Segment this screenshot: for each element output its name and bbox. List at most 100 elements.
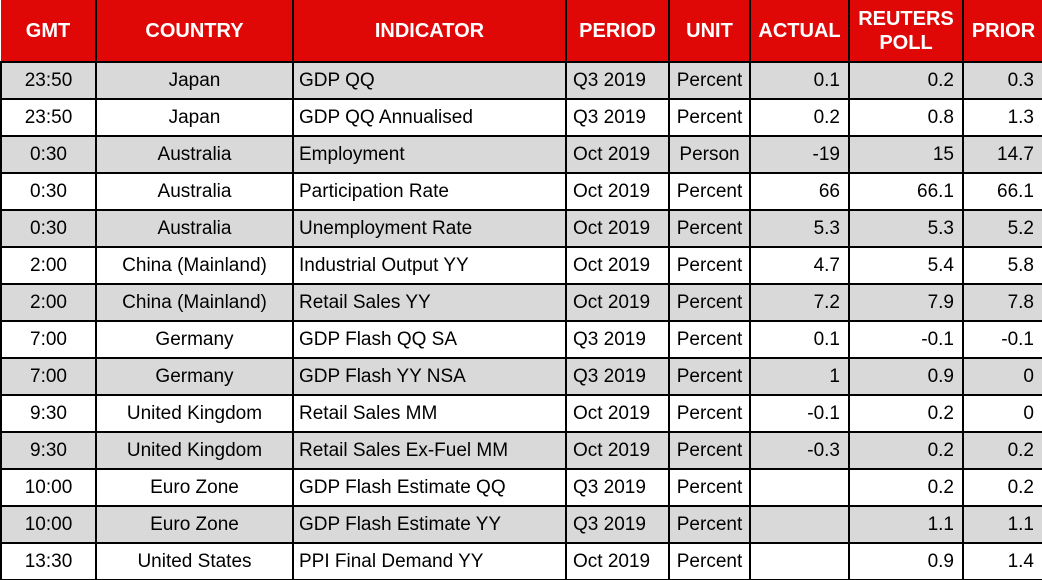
cell-country: Japan <box>95 61 294 100</box>
cell-indicator: PPI Final Demand YY <box>292 542 567 580</box>
cell-gmt: 0:30 <box>0 172 97 211</box>
cell-indicator: GDP Flash QQ SA <box>292 320 567 359</box>
cell-indicator: GDP Flash YY NSA <box>292 357 567 396</box>
cell-country: Euro Zone <box>95 468 294 507</box>
cell-period: Q3 2019 <box>565 320 670 359</box>
cell-unit: Percent <box>668 209 751 248</box>
table-row: 0:30 Australia Unemployment Rate Oct 2019 Pe… <box>0 209 1042 248</box>
cell-reuters-poll: 5.3 <box>848 209 964 248</box>
table-header-row: GMT COUNTRY INDICATOR PERIOD UNIT ACTUAL… <box>1 0 1042 63</box>
cell-country: Australia <box>95 172 294 211</box>
cell-gmt: 2:00 <box>0 246 97 285</box>
cell-unit: Person <box>668 135 751 174</box>
cell-country: China (Mainland) <box>95 283 294 322</box>
cell-country: Australia <box>95 209 294 248</box>
cell-reuters-poll: 0.9 <box>848 542 964 580</box>
table-row: 7:00 Germany GDP Flash QQ SA Q3 2019 Percent… <box>0 320 1042 359</box>
cell-gmt: 23:50 <box>0 61 97 100</box>
cell-reuters-poll: 1.1 <box>848 505 964 544</box>
cell-period: Oct 2019 <box>565 135 670 174</box>
cell-actual: 5.3 <box>749 209 850 248</box>
cell-gmt: 23:50 <box>0 98 97 137</box>
cell-gmt: 0:30 <box>0 135 97 174</box>
cell-indicator: Retail Sales MM <box>292 394 567 433</box>
cell-prior: 7.8 <box>962 283 1042 322</box>
cell-indicator: Retail Sales Ex-Fuel MM <box>292 431 567 470</box>
table-row: 0:30 Australia Employment Oct 2019 Person -19… <box>0 135 1042 174</box>
cell-actual: 4.7 <box>749 246 850 285</box>
table-row: 23:50 Japan GDP QQ Annualised Q3 2019 Percen… <box>0 98 1042 137</box>
cell-prior: -0.1 <box>962 320 1042 359</box>
cell-reuters-poll: 5.4 <box>848 246 964 285</box>
cell-prior: 0.2 <box>962 431 1042 470</box>
cell-prior: 66.1 <box>962 172 1042 211</box>
cell-unit: Percent <box>668 320 751 359</box>
table-row: 9:30 United Kingdom Retail Sales Ex-Fuel M… <box>0 431 1042 470</box>
cell-indicator: Unemployment Rate <box>292 209 567 248</box>
cell-indicator: GDP QQ Annualised <box>292 98 567 137</box>
cell-prior: 0.2 <box>962 468 1042 507</box>
cell-gmt: 7:00 <box>0 320 97 359</box>
cell-reuters-poll: 0.2 <box>848 394 964 433</box>
table-row: 13:30 United States PPI Final Demand YY Oct… <box>0 542 1042 580</box>
cell-reuters-poll: 0.2 <box>848 431 964 470</box>
table-body: 23:50 Japan GDP QQ Q3 2019 Percent 0.1 0.2 0.3 2… <box>0 61 1042 580</box>
cell-gmt: 10:00 <box>0 505 97 544</box>
cell-unit: Percent <box>668 468 751 507</box>
cell-country: Japan <box>95 98 294 137</box>
column-header-period: PERIOD <box>565 0 670 63</box>
cell-prior: 5.8 <box>962 246 1042 285</box>
cell-prior: 1.1 <box>962 505 1042 544</box>
cell-country: United Kingdom <box>95 394 294 433</box>
cell-reuters-poll: 0.8 <box>848 98 964 137</box>
cell-country: China (Mainland) <box>95 246 294 285</box>
cell-indicator: Retail Sales YY <box>292 283 567 322</box>
cell-actual <box>749 468 850 507</box>
cell-period: Oct 2019 <box>565 431 670 470</box>
cell-actual: 0.1 <box>749 320 850 359</box>
cell-country: Euro Zone <box>95 505 294 544</box>
cell-indicator: Participation Rate <box>292 172 567 211</box>
cell-actual <box>749 542 850 580</box>
table-row: 7:00 Germany GDP Flash YY NSA Q3 2019 Percen… <box>0 357 1042 396</box>
cell-prior: 0 <box>962 357 1042 396</box>
cell-country: Germany <box>95 357 294 396</box>
cell-prior: 1.3 <box>962 98 1042 137</box>
cell-reuters-poll: 7.9 <box>848 283 964 322</box>
cell-country: Germany <box>95 320 294 359</box>
cell-country: United States <box>95 542 294 580</box>
cell-indicator: GDP Flash Estimate QQ <box>292 468 567 507</box>
cell-actual: 0.1 <box>749 61 850 100</box>
cell-period: Q3 2019 <box>565 505 670 544</box>
column-header-reuters-poll: REUTERS POLL <box>848 0 964 63</box>
cell-reuters-poll: 0.2 <box>848 468 964 507</box>
table-row: 10:00 Euro Zone GDP Flash Estimate YY Q3 20… <box>0 505 1042 544</box>
cell-period: Oct 2019 <box>565 542 670 580</box>
cell-gmt: 9:30 <box>0 394 97 433</box>
column-header-gmt: GMT <box>1 0 97 63</box>
cell-actual: 0.2 <box>749 98 850 137</box>
table-row: 0:30 Australia Participation Rate Oct 2019 P… <box>0 172 1042 211</box>
cell-unit: Percent <box>668 246 751 285</box>
cell-gmt: 9:30 <box>0 431 97 470</box>
cell-period: Oct 2019 <box>565 209 670 248</box>
cell-reuters-poll: 15 <box>848 135 964 174</box>
cell-prior: 1.4 <box>962 542 1042 580</box>
cell-unit: Percent <box>668 98 751 137</box>
column-header-actual: ACTUAL <box>749 0 850 63</box>
cell-actual: -0.1 <box>749 394 850 433</box>
column-header-unit: UNIT <box>668 0 751 63</box>
column-header-country: COUNTRY <box>95 0 294 63</box>
cell-period: Q3 2019 <box>565 468 670 507</box>
cell-reuters-poll: 0.9 <box>848 357 964 396</box>
cell-gmt: 0:30 <box>0 209 97 248</box>
cell-actual: -0.3 <box>749 431 850 470</box>
cell-period: Q3 2019 <box>565 98 670 137</box>
cell-period: Oct 2019 <box>565 172 670 211</box>
cell-prior: 14.7 <box>962 135 1042 174</box>
cell-actual <box>749 505 850 544</box>
cell-unit: Percent <box>668 394 751 433</box>
cell-period: Oct 2019 <box>565 394 670 433</box>
